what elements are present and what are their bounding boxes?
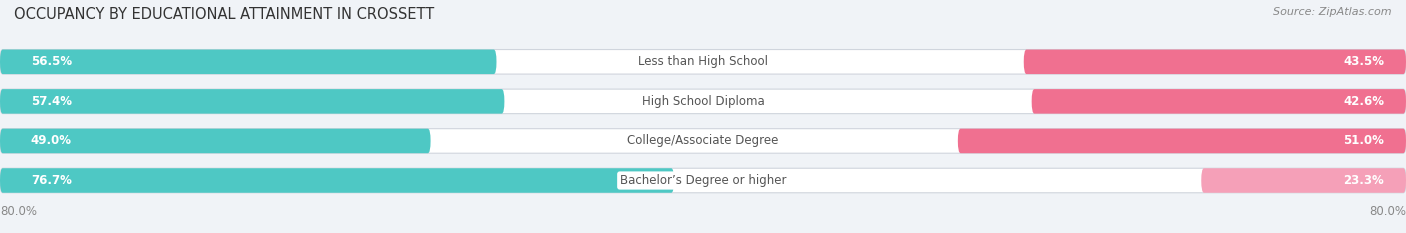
Text: 56.5%: 56.5% — [31, 55, 72, 68]
FancyBboxPatch shape — [1024, 50, 1406, 74]
FancyBboxPatch shape — [0, 168, 673, 193]
FancyBboxPatch shape — [0, 89, 505, 114]
Text: Less than High School: Less than High School — [638, 55, 768, 68]
Text: 51.0%: 51.0% — [1343, 134, 1384, 147]
Text: 23.3%: 23.3% — [1343, 174, 1384, 187]
Text: 80.0%: 80.0% — [0, 205, 37, 218]
Text: 57.4%: 57.4% — [31, 95, 72, 108]
Text: 76.7%: 76.7% — [31, 174, 72, 187]
Text: Source: ZipAtlas.com: Source: ZipAtlas.com — [1274, 7, 1392, 17]
FancyBboxPatch shape — [0, 129, 430, 153]
Text: 42.6%: 42.6% — [1343, 95, 1384, 108]
FancyBboxPatch shape — [0, 50, 496, 74]
FancyBboxPatch shape — [0, 89, 1406, 114]
Text: 49.0%: 49.0% — [31, 134, 72, 147]
FancyBboxPatch shape — [0, 168, 1406, 193]
FancyBboxPatch shape — [1032, 89, 1406, 114]
FancyBboxPatch shape — [957, 129, 1406, 153]
Text: 43.5%: 43.5% — [1343, 55, 1384, 68]
Text: 80.0%: 80.0% — [1369, 205, 1406, 218]
FancyBboxPatch shape — [0, 50, 1406, 74]
Text: College/Associate Degree: College/Associate Degree — [627, 134, 779, 147]
Text: Bachelor’s Degree or higher: Bachelor’s Degree or higher — [620, 174, 786, 187]
Text: OCCUPANCY BY EDUCATIONAL ATTAINMENT IN CROSSETT: OCCUPANCY BY EDUCATIONAL ATTAINMENT IN C… — [14, 7, 434, 22]
FancyBboxPatch shape — [1201, 168, 1406, 193]
Text: High School Diploma: High School Diploma — [641, 95, 765, 108]
FancyBboxPatch shape — [0, 129, 1406, 153]
